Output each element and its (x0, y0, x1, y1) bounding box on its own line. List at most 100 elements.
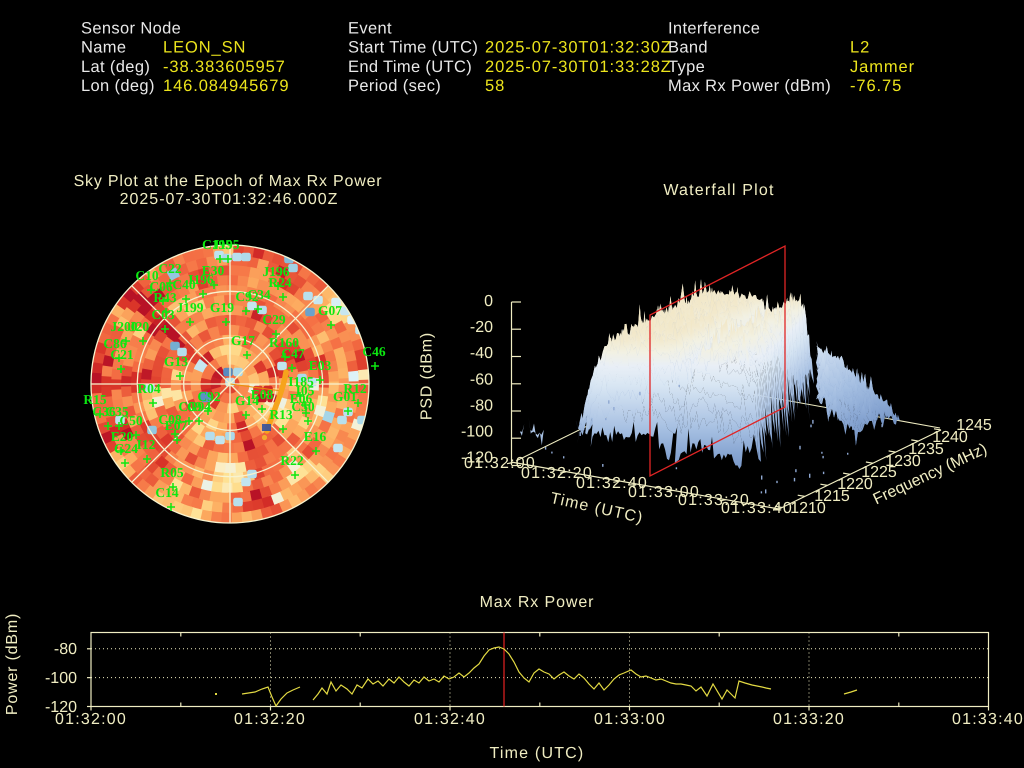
svg-text:LEON_SN: LEON_SN (163, 39, 246, 57)
svg-text:1230: 1230 (885, 453, 921, 470)
svg-text:PSD (dBm): PSD (dBm) (419, 332, 436, 420)
svg-text:C34: C34 (247, 287, 270, 302)
svg-text:Max Rx Power: Max Rx Power (480, 594, 595, 611)
svg-text:1245: 1245 (956, 417, 992, 434)
svg-text:-20: -20 (470, 319, 493, 336)
svg-text:01:32:00: 01:32:00 (55, 711, 127, 728)
svg-text:J20: J20 (129, 319, 150, 334)
svg-text:Time (UTC): Time (UTC) (490, 745, 585, 762)
svg-text:-76.75: -76.75 (850, 77, 902, 95)
svg-text:Sensor Node: Sensor Node (81, 20, 181, 38)
svg-text:01:33:40: 01:33:40 (952, 711, 1024, 728)
svg-text:-100: -100 (45, 670, 77, 687)
svg-text:01:32:20: 01:32:20 (234, 711, 306, 728)
svg-text:Period (sec): Period (sec) (348, 77, 441, 95)
svg-text:G17: G17 (231, 333, 255, 348)
svg-text:R43: R43 (153, 290, 176, 305)
svg-text:C92: C92 (197, 389, 220, 404)
svg-text:2025-07-30T01:33:28Z: 2025-07-30T01:33:28Z (485, 58, 672, 76)
svg-text:C35: C35 (105, 404, 128, 419)
svg-text:I12: I12 (137, 437, 156, 452)
svg-text:E16: E16 (304, 429, 327, 444)
svg-text:G14: G14 (235, 393, 259, 408)
svg-text:01:33:00: 01:33:00 (594, 711, 666, 728)
svg-text:C92: C92 (235, 289, 258, 304)
svg-text:E07: E07 (165, 418, 188, 433)
svg-text:C86: C86 (103, 336, 126, 351)
svg-text:-40: -40 (470, 345, 493, 362)
svg-text:58: 58 (485, 77, 505, 95)
svg-text:C10: C10 (135, 268, 158, 283)
svg-text:C46: C46 (362, 344, 385, 359)
svg-text:I185: I185 (288, 374, 314, 389)
svg-text:01:33:40: 01:33:40 (721, 500, 793, 517)
svg-text:R13: R13 (269, 407, 292, 422)
svg-text:C36: C36 (92, 404, 115, 419)
svg-text:G07: G07 (318, 303, 342, 318)
svg-text:J199: J199 (177, 300, 204, 315)
svg-text:Event: Event (348, 20, 392, 38)
svg-text:C08: C08 (158, 412, 181, 427)
svg-text:Start Time (UTC): Start Time (UTC) (348, 39, 478, 57)
svg-text:-120: -120 (461, 450, 493, 467)
svg-text:C03: C03 (151, 307, 174, 322)
svg-text:01:32:40: 01:32:40 (414, 711, 486, 728)
svg-text:Power (dBm): Power (dBm) (4, 613, 21, 715)
svg-text:1220: 1220 (837, 476, 873, 493)
svg-text:01:32:00: 01:32:00 (464, 455, 536, 472)
svg-text:R24: R24 (268, 275, 291, 290)
svg-text:E06: E06 (290, 391, 313, 406)
svg-text:G19: G19 (210, 300, 234, 315)
svg-text:Name: Name (81, 39, 126, 57)
svg-text:01:32:40: 01:32:40 (576, 475, 648, 492)
svg-text:2025-07-30T01:32:46.000Z: 2025-07-30T01:32:46.000Z (120, 191, 339, 208)
svg-text:0: 0 (484, 293, 493, 310)
svg-text:-80: -80 (470, 397, 493, 414)
svg-text:R15: R15 (83, 392, 106, 407)
svg-text:C50: C50 (291, 399, 314, 414)
svg-text:C22: C22 (158, 261, 181, 276)
svg-text:C21: C21 (110, 347, 133, 362)
svg-text:E30: E30 (202, 263, 225, 278)
svg-text:Lat (deg): Lat (deg) (81, 58, 150, 76)
svg-text:Band: Band (668, 39, 708, 57)
svg-text:I196: I196 (188, 272, 214, 287)
svg-text:G13: G13 (164, 354, 188, 369)
svg-text:R160: R160 (269, 335, 299, 350)
svg-text:C29: C29 (262, 312, 285, 327)
svg-text:146.084945679: 146.084945679 (163, 77, 289, 95)
svg-text:Jammer: Jammer (850, 58, 915, 76)
svg-text:E03: E03 (309, 358, 332, 373)
svg-text:R12: R12 (343, 381, 366, 396)
svg-text:R05: R05 (160, 465, 183, 480)
svg-text:1240: 1240 (932, 429, 968, 446)
svg-text:J195: J195 (213, 237, 240, 252)
svg-text:01:32:20: 01:32:20 (521, 465, 593, 482)
svg-text:C09: C09 (178, 399, 201, 414)
svg-text:E08: E08 (251, 387, 274, 402)
svg-text:G01: G01 (333, 389, 357, 404)
svg-text:E20: E20 (111, 429, 134, 444)
svg-text:01:33:20: 01:33:20 (678, 492, 750, 509)
svg-text:-80: -80 (54, 641, 77, 658)
svg-text:-100: -100 (461, 424, 493, 441)
svg-text:Interference: Interference (668, 20, 760, 38)
svg-text:Lon (deg): Lon (deg) (81, 77, 155, 95)
svg-text:1210: 1210 (790, 500, 826, 517)
svg-text:-38.383605957: -38.383605957 (163, 58, 286, 76)
svg-text:End Time (UTC): End Time (UTC) (348, 58, 472, 76)
svg-text:Max Rx Power (dBm): Max Rx Power (dBm) (668, 77, 831, 95)
svg-text:Waterfall Plot: Waterfall Plot (663, 182, 774, 199)
svg-text:Sky Plot at the Epoch of Max R: Sky Plot at the Epoch of Max Rx Power (74, 173, 383, 190)
svg-text:C40: C40 (172, 277, 195, 292)
svg-text:C195: C195 (202, 237, 232, 252)
svg-text:R04: R04 (137, 381, 160, 396)
svg-text:Type: Type (668, 58, 705, 76)
svg-text:J200: J200 (111, 319, 138, 334)
svg-text:J196: J196 (263, 264, 290, 279)
svg-text:1225: 1225 (861, 464, 897, 481)
svg-text:1215: 1215 (814, 488, 850, 505)
svg-text:R22: R22 (280, 453, 303, 468)
svg-text:1235: 1235 (908, 441, 944, 458)
svg-text:01:33:20: 01:33:20 (773, 711, 845, 728)
